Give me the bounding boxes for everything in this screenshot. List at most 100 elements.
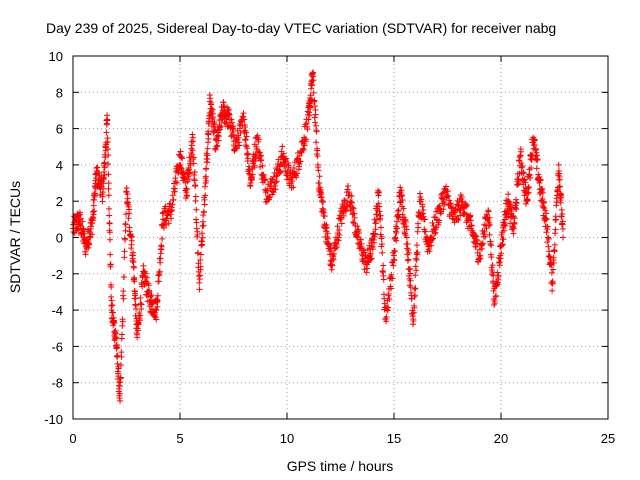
data-point-dense — [105, 185, 112, 192]
data-point-dense — [501, 221, 508, 228]
data-point-dense — [311, 97, 318, 104]
data-point-dense — [377, 224, 384, 231]
data-point-dense — [402, 231, 409, 238]
data-point-dense — [146, 288, 153, 295]
data-point-dense — [350, 219, 357, 226]
data-point-dense — [395, 207, 402, 214]
data-point-dense — [168, 215, 175, 222]
data-point-dense — [552, 226, 559, 233]
data-point-dense — [488, 254, 495, 261]
data-point-dense — [224, 107, 231, 114]
data-point-dense — [105, 152, 112, 159]
data-point-dense — [108, 297, 115, 304]
data-point-dense — [536, 173, 543, 180]
data-point-dense — [548, 269, 555, 276]
data-point-dense — [558, 213, 565, 220]
data-point-dense — [120, 288, 127, 295]
data-point-dense — [204, 152, 211, 159]
data-point-dense — [472, 243, 479, 250]
data-point-dense — [243, 133, 250, 140]
data-point-dense — [372, 231, 379, 238]
data-point-dense — [183, 186, 190, 193]
data-point-dense — [498, 242, 505, 249]
data-point-dense — [496, 262, 503, 269]
data-point-dense — [518, 148, 525, 155]
data-point-dense — [300, 146, 307, 153]
data-point-dense — [217, 124, 224, 131]
data-point-dense — [544, 223, 551, 230]
y-tick-label: -10 — [44, 412, 63, 427]
data-point-dense — [429, 219, 436, 226]
data-point-dense — [185, 173, 192, 180]
data-point-dense — [418, 196, 425, 203]
data-point-dense — [159, 235, 166, 242]
data-point-dense — [105, 171, 112, 178]
data-point-dense — [154, 303, 161, 310]
data-point-dense — [89, 231, 96, 238]
data-point-dense — [350, 219, 357, 226]
data-point-dense — [116, 385, 123, 392]
data-point-dense — [394, 225, 401, 232]
data-point-dense — [329, 262, 336, 269]
data-point-dense — [380, 276, 387, 283]
data-point-dense — [380, 262, 387, 269]
data-point-dense — [257, 157, 264, 164]
data-point-dense — [196, 286, 203, 293]
data-point-dense — [326, 251, 333, 258]
data-point-dense — [556, 183, 563, 190]
data-point-dense — [233, 145, 240, 152]
data-point-dense — [467, 217, 474, 224]
data-point-dense — [116, 383, 123, 390]
data-point-dense — [358, 240, 365, 247]
data-point-dense — [108, 293, 115, 300]
data-point-dense — [203, 177, 210, 184]
data-point-dense — [307, 104, 314, 111]
data-point-dense — [510, 230, 517, 237]
data-point-dense — [498, 250, 505, 257]
data-point-dense — [505, 191, 512, 198]
data-point-dense — [315, 180, 322, 187]
data-point-dense — [505, 198, 512, 205]
data-point-dense — [445, 193, 452, 200]
data-point-dense — [312, 111, 319, 118]
data-point-dense — [293, 174, 300, 181]
data-point — [560, 234, 567, 241]
data-point-dense — [123, 211, 130, 218]
data-point-dense — [414, 249, 421, 256]
data-point-dense — [348, 193, 355, 200]
data-point-dense — [410, 317, 417, 324]
data-point-dense — [486, 214, 493, 221]
data-point-dense — [188, 142, 195, 149]
data-point-dense — [127, 233, 134, 240]
data-point-dense — [430, 235, 437, 242]
data-point-dense — [404, 240, 411, 247]
data-point-dense — [411, 292, 418, 299]
data-point-dense — [290, 184, 297, 191]
data-point-dense — [443, 183, 450, 190]
data-point-dense — [183, 185, 190, 192]
data-point-dense — [201, 183, 208, 190]
data-point-dense — [332, 240, 339, 247]
data-point-dense — [144, 274, 151, 281]
data-point-dense — [104, 146, 111, 153]
data-point-dense — [205, 131, 212, 138]
data-point-dense — [236, 142, 243, 149]
data-point-dense — [404, 251, 411, 258]
data-point-dense — [197, 251, 204, 258]
data-point-dense — [467, 212, 474, 219]
data-point-dense — [223, 119, 230, 126]
data-point-dense — [272, 179, 279, 186]
data-point-dense — [372, 220, 379, 227]
y-tick-label: 10 — [49, 49, 63, 64]
data-point-dense — [261, 176, 268, 183]
data-point-dense — [314, 147, 321, 154]
data-point-dense — [107, 236, 114, 243]
data-point-dense — [499, 241, 506, 248]
data-point-dense — [375, 192, 382, 199]
data-point-dense — [393, 237, 400, 244]
data-point-dense — [401, 214, 408, 221]
data-point-dense — [413, 257, 420, 264]
data-point-dense — [232, 146, 239, 153]
data-point-dense — [197, 272, 204, 279]
data-point-dense — [559, 218, 566, 225]
